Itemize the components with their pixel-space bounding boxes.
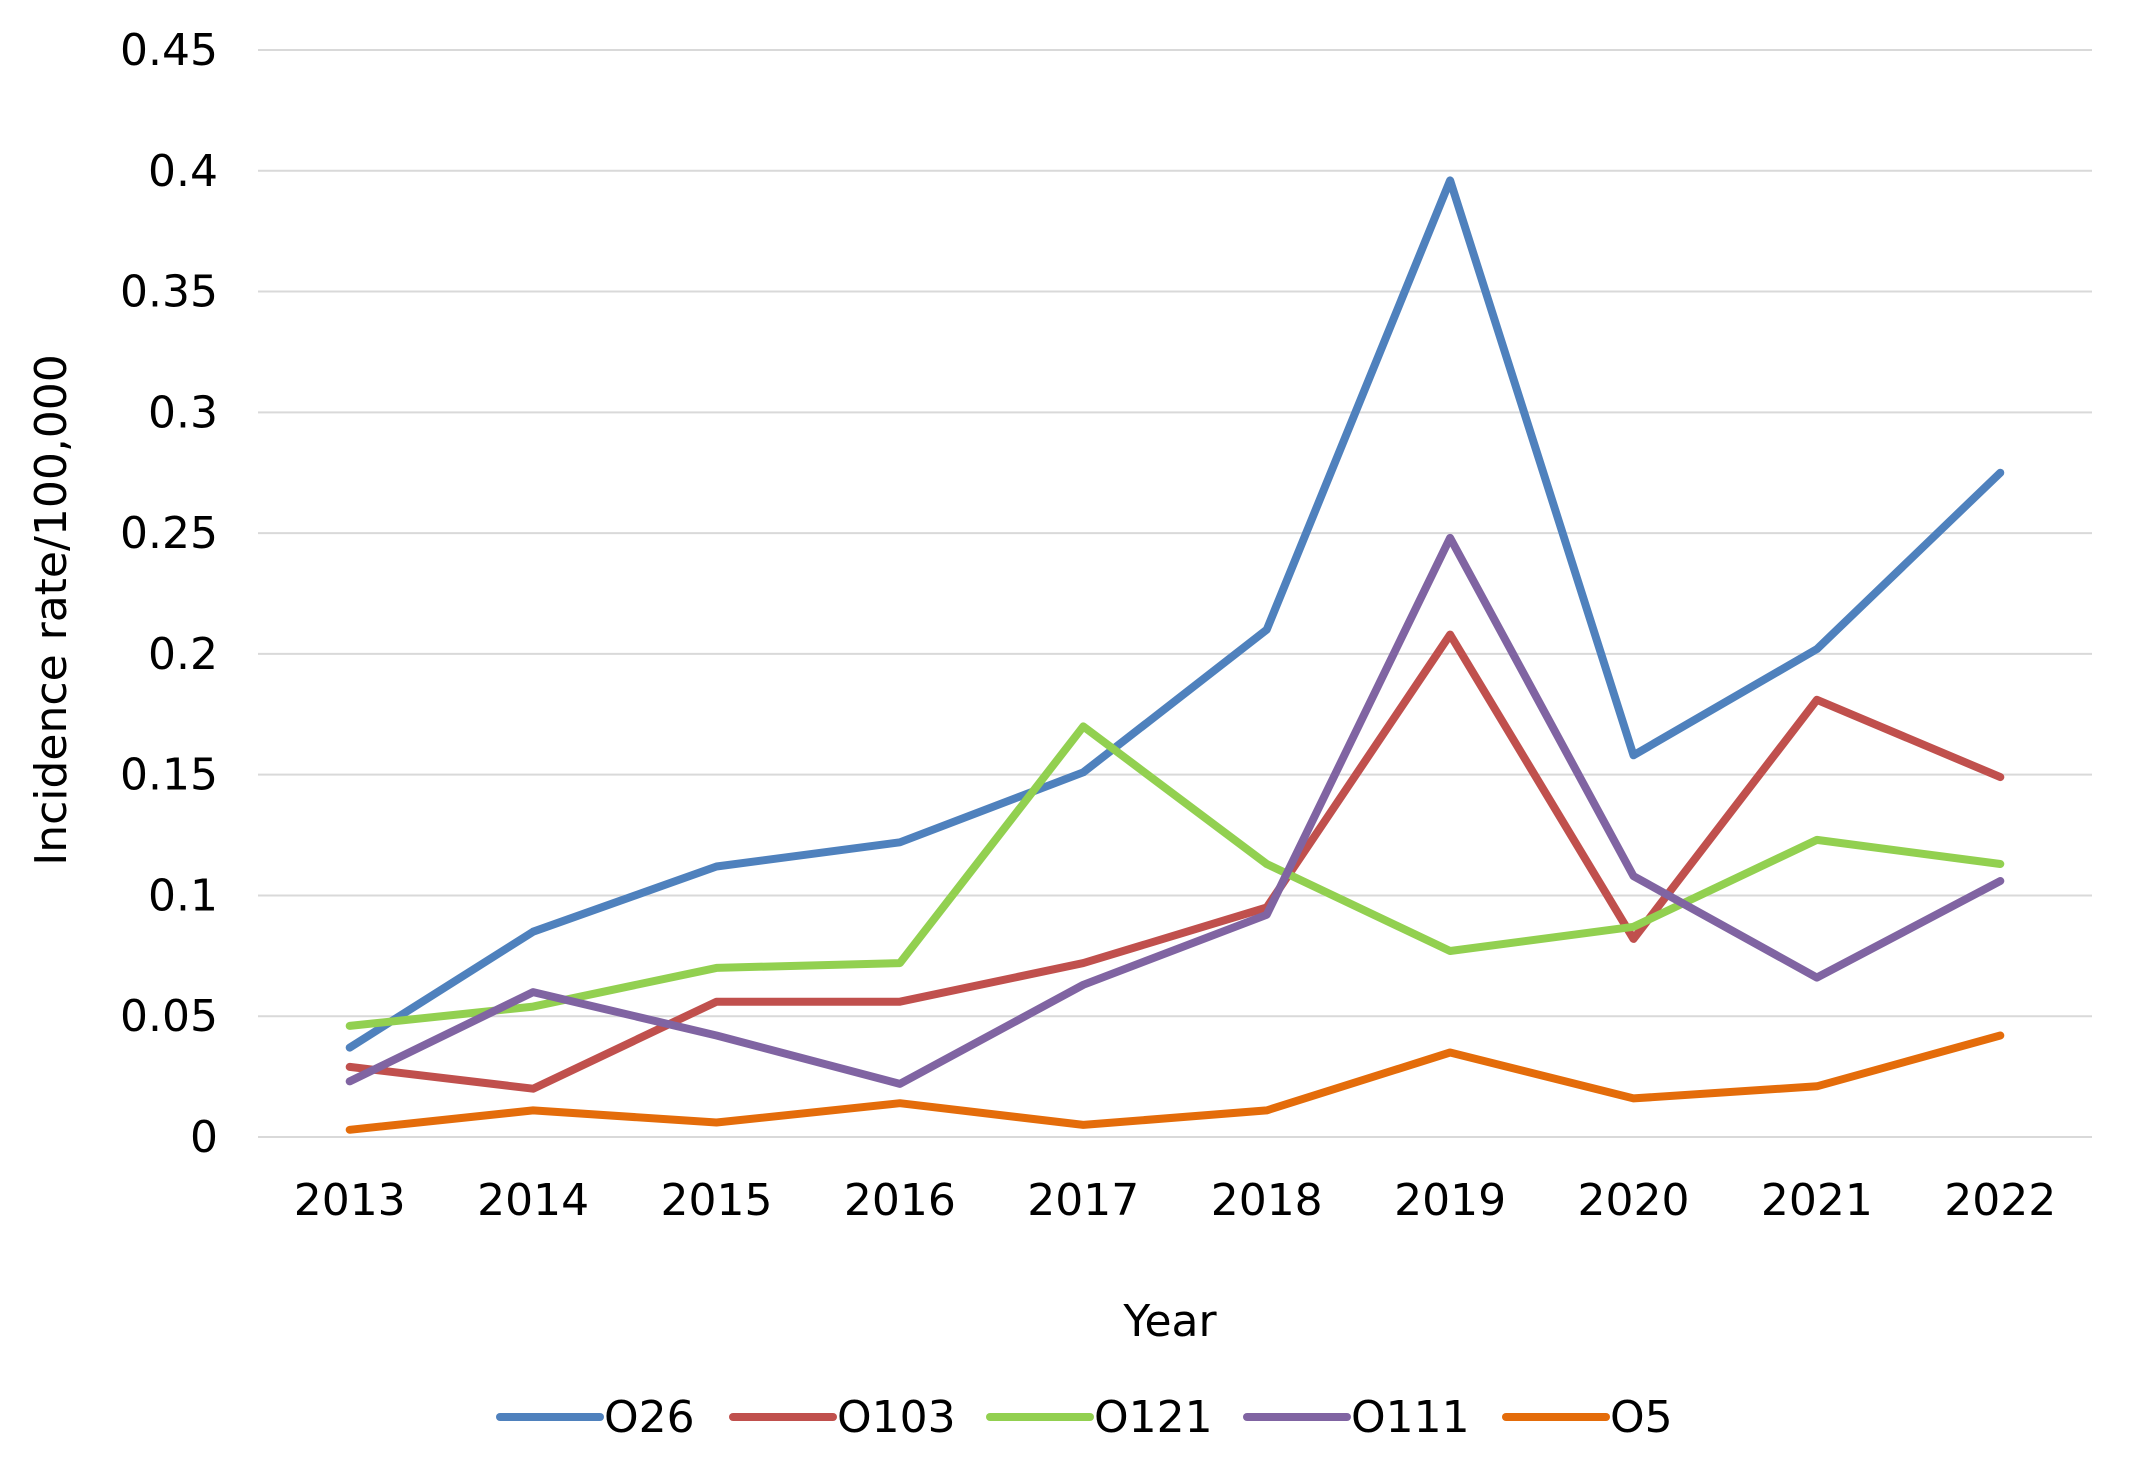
series-line-o5 — [350, 1036, 2001, 1130]
y-tick-label: 0.15 — [120, 750, 218, 801]
series-line-o26 — [350, 180, 2001, 1047]
x-tick-label: 2017 — [1027, 1175, 1139, 1226]
x-tick-label: 2018 — [1211, 1175, 1323, 1226]
series-line-o121 — [350, 726, 2001, 1026]
y-tick-label: 0.25 — [120, 508, 218, 559]
x-tick-label: 2016 — [844, 1175, 956, 1226]
x-tick-label: 2019 — [1394, 1175, 1506, 1226]
y-tick-label: 0.05 — [120, 991, 218, 1042]
legend-label-o103: O103 — [837, 1392, 956, 1443]
legend-label-o111: O111 — [1351, 1392, 1470, 1443]
legend-label-o121: O121 — [1094, 1392, 1213, 1443]
series-line-o111 — [350, 538, 2001, 1084]
x-tick-label: 2021 — [1761, 1175, 1873, 1226]
y-tick-label: 0.1 — [148, 870, 218, 921]
x-tick-label: 2015 — [661, 1175, 773, 1226]
y-tick-label: 0.35 — [120, 267, 218, 318]
y-tick-label: 0.45 — [120, 25, 218, 76]
x-axis-ticks: 2013 2014 2015 2016 2017 2018 2019 2020 2021 2022 — [294, 1175, 2057, 1226]
x-tick-label: 2020 — [1578, 1175, 1690, 1226]
x-axis-title: Year — [1122, 1296, 1217, 1347]
legend-label-o26: O26 — [604, 1392, 695, 1443]
y-tick-label: 0.4 — [148, 146, 218, 197]
y-tick-label: 0 — [190, 1112, 218, 1163]
legend: O26 O103 O121 O111 O5 — [500, 1392, 1673, 1443]
y-axis-title: Incidence rate/100,000 — [26, 354, 77, 866]
x-tick-label: 2013 — [294, 1175, 406, 1226]
y-tick-label: 0.3 — [148, 387, 218, 438]
y-axis-ticks: 0 0.05 0.1 0.15 0.2 0.25 0.3 0.35 0.4 0.45 — [120, 25, 218, 1163]
x-tick-label: 2014 — [477, 1175, 589, 1226]
series-lines — [350, 180, 2001, 1129]
x-tick-label: 2022 — [1944, 1175, 2056, 1226]
legend-label-o5: O5 — [1610, 1392, 1673, 1443]
y-tick-label: 0.2 — [148, 629, 218, 680]
